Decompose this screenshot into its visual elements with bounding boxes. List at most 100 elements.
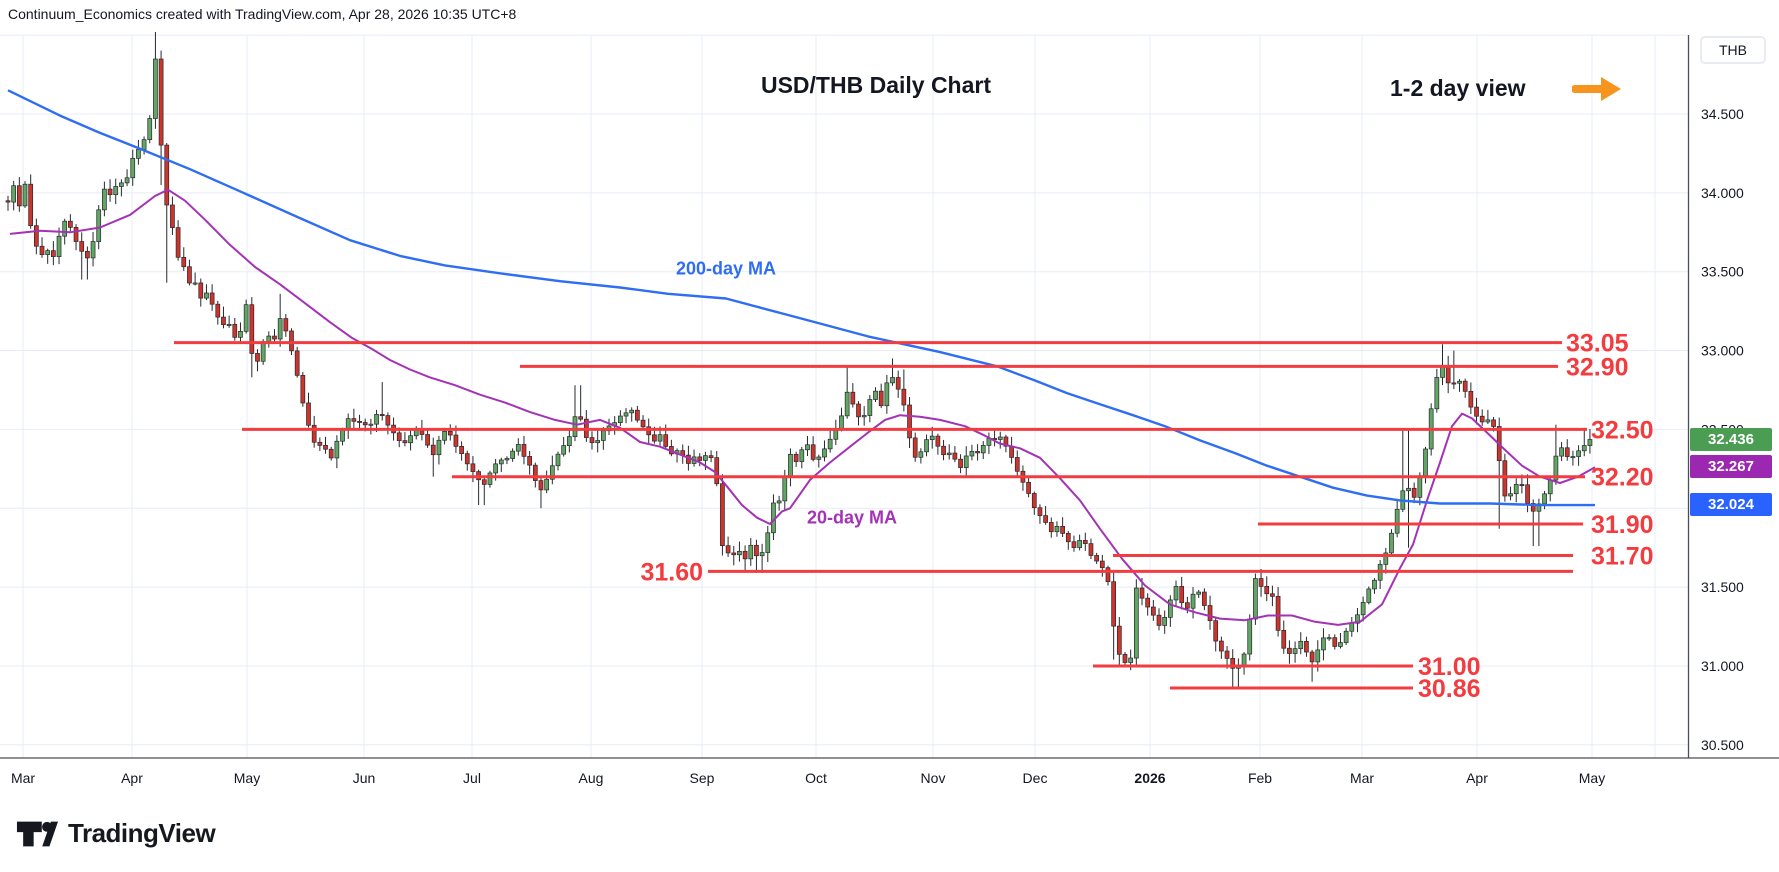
candle-body [1525,484,1530,504]
candle-body [561,445,567,455]
candle-body [924,439,929,453]
candle-body [294,350,300,376]
candle-body [941,445,946,456]
candle-body [28,183,34,227]
candle-body [11,185,17,203]
candle-body [1258,578,1264,587]
candle-body [754,544,759,557]
candle-body [521,444,527,457]
ma200-line [7,89,1595,507]
candle-body [453,434,459,447]
candle-body [1253,578,1258,620]
candle-body [1185,602,1190,609]
candle-body [1122,653,1128,663]
candle-body [1423,448,1428,477]
candle-body [1099,560,1105,569]
candle-body [119,182,124,187]
candle-body [1071,541,1077,548]
candle-body [912,437,918,458]
candle-body [1128,657,1134,663]
candle-body [272,335,277,340]
candle-body [1587,439,1593,446]
month-label-Oct: Oct [805,770,827,786]
candle-body [997,436,1003,440]
candle-body [1190,593,1196,609]
candle-body [1139,587,1145,599]
candle-body [402,440,408,444]
candle-body [1173,586,1179,601]
candle-body [1502,460,1508,497]
candle-body [328,448,334,459]
candle-body [124,177,130,184]
candle-body [1343,630,1349,643]
candle-body [385,415,391,426]
level-label-32.50: 32.50 [1591,416,1654,444]
candle-body [822,448,827,458]
candle-body [652,434,657,442]
candle-body [708,455,714,458]
candle-body [629,409,635,414]
candle-body [759,552,765,557]
candle-body [464,453,470,465]
candle-body [1162,617,1168,626]
candle-body [1219,640,1224,652]
candle-body [867,399,873,416]
candle-body [425,434,430,446]
candle-body [1150,606,1156,616]
candle-body [1479,415,1485,423]
ma200-label: 200-day MA [676,258,776,278]
candle-body [1457,380,1462,384]
candle-body [918,451,924,458]
candle-body [782,476,788,502]
candle-body [618,415,623,423]
candle-body [1230,658,1236,669]
ma20-path [9,188,1596,626]
candle-body [861,415,867,418]
candle-body [1394,508,1400,534]
candle-body [895,377,901,390]
ma20-label: 20-day MA [807,507,897,527]
candle-body [1094,555,1099,562]
candle-body [1315,649,1321,663]
candle-body [277,318,283,340]
candle-body [33,225,39,247]
price-label-34.000: 34.000 [1701,185,1744,201]
candle-body [527,456,532,466]
candle-body [1054,525,1060,533]
candle-body [515,444,521,452]
tradingview-logo-icon [16,821,58,846]
candle-body [510,450,515,459]
candle-body [249,304,255,354]
time-axis-labels[interactable]: Mar Apr May Jun Jul Aug Sep Oct Nov Dec 2026 Feb Mar… [11,770,1605,786]
candle-body [748,544,754,560]
candle-body [1264,586,1270,595]
candle-body [929,435,935,440]
candle-body [153,58,158,119]
month-label-Sep: Sep [690,770,715,786]
candle-body [793,453,799,462]
support-resistance-lines[interactable] [174,341,1587,690]
candle-body [323,445,328,450]
candle-body [1389,532,1394,554]
candle-body [334,440,340,459]
candle-body [107,188,113,196]
candle-body [1202,591,1207,606]
candle-body [1309,651,1315,663]
candle-body [884,382,890,407]
candle-body [1360,602,1366,616]
candle-body [572,416,578,437]
candle-body [1048,522,1054,533]
candle-body [1462,380,1468,392]
candle-body [1304,641,1309,653]
tradingview-logo[interactable]: TradingView [16,818,216,849]
candle-body [1372,579,1377,590]
month-label-Mar: Mar [1350,770,1374,786]
candle-body [175,227,181,258]
candle-body [907,404,912,439]
candle-body [1037,507,1043,516]
candle-body [56,235,62,257]
candle-body [958,458,963,468]
candle-body [232,323,238,338]
month-label-Feb: Feb [1248,770,1272,786]
